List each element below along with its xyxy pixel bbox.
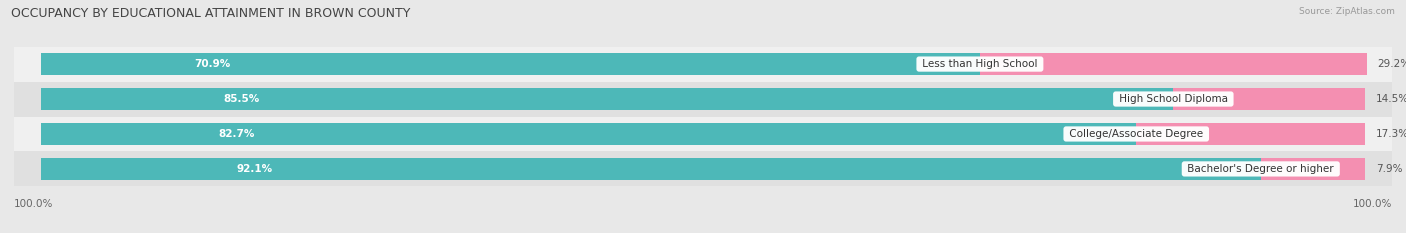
Bar: [14, 116, 1392, 151]
Bar: [14, 151, 1392, 186]
Bar: [14, 47, 1392, 82]
Text: High School Diploma: High School Diploma: [1116, 94, 1232, 104]
Bar: [14, 82, 1392, 116]
Text: 100.0%: 100.0%: [1353, 199, 1392, 209]
Bar: [1261, 158, 1365, 180]
Text: OCCUPANCY BY EDUCATIONAL ATTAINMENT IN BROWN COUNTY: OCCUPANCY BY EDUCATIONAL ATTAINMENT IN B…: [11, 7, 411, 20]
Text: 7.9%: 7.9%: [1376, 164, 1403, 174]
Text: Source: ZipAtlas.com: Source: ZipAtlas.com: [1299, 7, 1395, 16]
Text: 70.9%: 70.9%: [194, 59, 231, 69]
Text: 29.2%: 29.2%: [1378, 59, 1406, 69]
Text: 82.7%: 82.7%: [218, 129, 254, 139]
Bar: [41, 158, 1261, 180]
Text: 92.1%: 92.1%: [236, 164, 273, 174]
Text: 14.5%: 14.5%: [1376, 94, 1406, 104]
Bar: [41, 53, 980, 75]
Bar: [41, 88, 1174, 110]
Bar: [1174, 88, 1365, 110]
Text: 85.5%: 85.5%: [224, 94, 260, 104]
Text: Bachelor's Degree or higher: Bachelor's Degree or higher: [1184, 164, 1337, 174]
Text: Less than High School: Less than High School: [920, 59, 1040, 69]
Bar: [41, 123, 1136, 145]
Text: College/Associate Degree: College/Associate Degree: [1066, 129, 1206, 139]
Text: 17.3%: 17.3%: [1376, 129, 1406, 139]
Bar: [980, 53, 1367, 75]
Bar: [1136, 123, 1365, 145]
Text: 100.0%: 100.0%: [14, 199, 53, 209]
